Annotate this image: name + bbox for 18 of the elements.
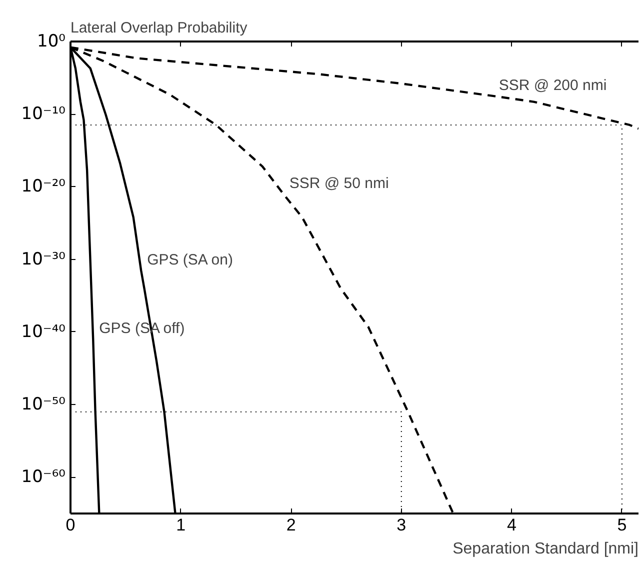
y-tick-label: 10⁻⁴⁰	[21, 322, 66, 342]
x-tick-label: 1	[176, 516, 186, 534]
chart-title: Lateral Overlap Probability	[70, 20, 248, 36]
y-tick-label: 10⁻⁶⁰	[21, 467, 66, 488]
annotation: SSR @ 50 nmi	[289, 174, 389, 192]
y-tick-label: 10⁻²⁰	[21, 176, 66, 197]
x-axis-title: Separation Standard [nmi]	[452, 540, 638, 558]
x-tick-label: 3	[396, 516, 406, 534]
y-tick-label: 10⁻⁵⁰	[21, 394, 66, 415]
y-tick-label: 10⁻³⁰	[21, 249, 66, 270]
x-tick-label: 4	[506, 516, 516, 534]
annotation: SSR @ 200 nmi	[498, 76, 607, 94]
x-tick-label: 2	[286, 516, 296, 534]
y-tick-label: 10⁰	[37, 32, 66, 52]
annotation: GPS (SA on)	[147, 251, 233, 268]
x-tick-label: 5	[617, 516, 627, 534]
x-tick-label: 0	[66, 516, 76, 534]
y-tick-label: 10⁻¹⁰	[21, 104, 66, 124]
